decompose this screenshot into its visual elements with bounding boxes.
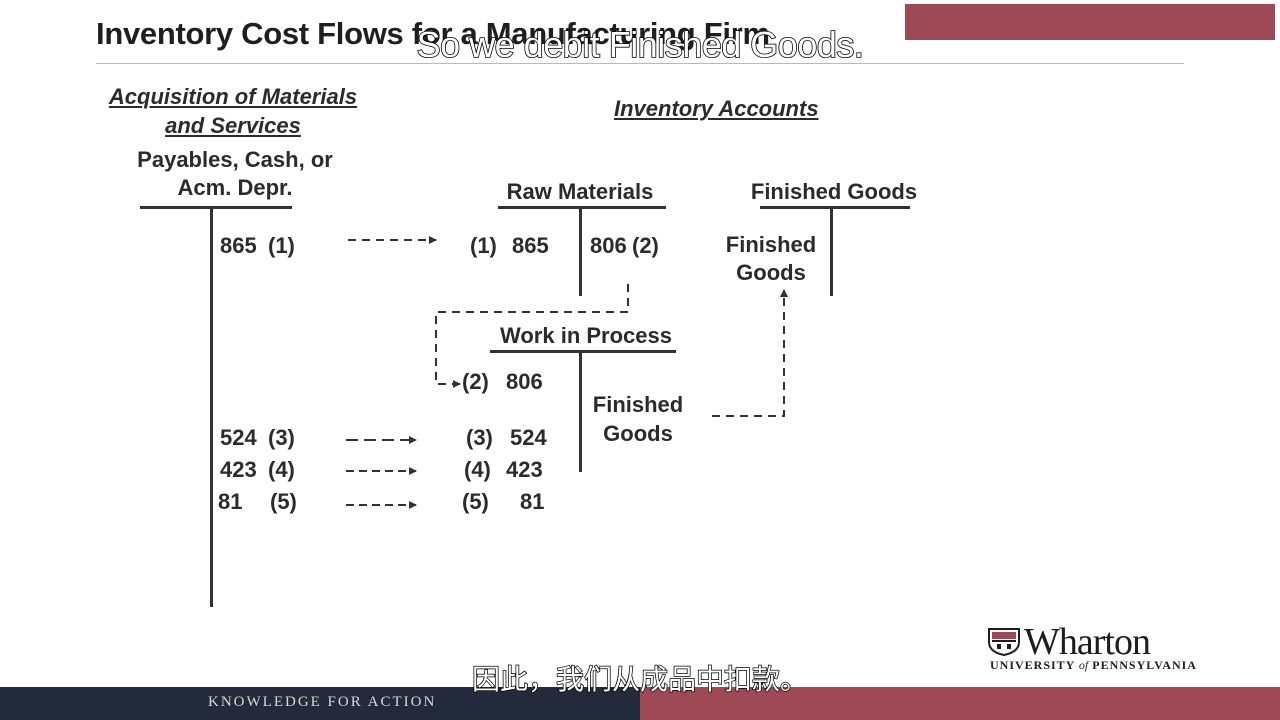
finished-goods-debit-line1: Finished — [725, 232, 817, 257]
wharton-logo-subtitle: UNIVERSITY of PENNSYLVANIA — [990, 658, 1197, 673]
wip-debit-amount: 806 — [506, 369, 543, 394]
logo-sub-pennsylvania: PENNSYLVANIA — [1092, 658, 1197, 672]
payables-entry-ref: (5) — [270, 489, 297, 514]
work-in-process-title: Work in Process — [500, 323, 672, 348]
wip-debit-amount: 81 — [520, 489, 545, 514]
footer-bar-dark — [0, 687, 640, 720]
wharton-logo-wordmark: Wharton — [1024, 621, 1151, 663]
finished-goods-t-top — [760, 206, 910, 209]
raw-materials-t-stem — [579, 206, 582, 296]
wip-debit-ref: (3) — [466, 425, 493, 450]
raw-materials-debit-amount: 865 — [512, 233, 549, 258]
finished-goods-title: Finished Goods — [750, 179, 918, 204]
caption-english: So we debit Finished Goods. — [416, 23, 865, 66]
work-in-process-t-stem — [579, 350, 582, 472]
finished-goods-t-stem — [830, 206, 833, 296]
raw-materials-t-top — [498, 206, 666, 209]
flow-arrow-raw-to-wip — [435, 284, 629, 388]
wip-debit-amount: 524 — [510, 425, 547, 450]
wip-debit-ref: (5) — [462, 489, 489, 514]
payables-entry-ref: (3) — [268, 425, 295, 450]
wip-debit-amount: 423 — [506, 457, 543, 482]
payables-entry-ref: (1) — [268, 233, 295, 258]
payables-entry-amount: 423 — [220, 457, 257, 482]
flow-arrow-wip-to-fg — [712, 289, 788, 417]
wip-debit-ref: (2) — [462, 369, 489, 394]
acquisition-heading-line1: Acquisition of Materials — [108, 84, 358, 109]
wip-debit-ref: (4) — [464, 457, 491, 482]
payables-t-account-top — [140, 206, 292, 209]
work-in-process-t-top — [490, 350, 676, 353]
logo-sub-of: of — [1078, 658, 1089, 672]
title-divider — [96, 63, 1184, 64]
wip-credit-line1: Finished — [592, 392, 684, 417]
logo-sub-university: UNIVERSITY — [990, 658, 1075, 672]
payables-t-account-stem — [210, 206, 213, 607]
corner-accent-box — [905, 4, 1275, 40]
payables-entry-amount: 865 — [220, 233, 257, 258]
caption-chinese: 因此，我们从成品中扣款。 — [471, 662, 809, 697]
raw-materials-title: Raw Materials — [506, 179, 654, 204]
payables-account-title-line1: Payables, Cash, or — [137, 147, 333, 172]
footer-tagline: KNOWLEDGE FOR ACTION — [208, 694, 437, 710]
raw-materials-credit-amount: 806 — [590, 233, 627, 258]
shield-crest-icon — [988, 628, 1020, 656]
wip-credit-line2: Goods — [603, 421, 673, 446]
payables-account-title-line2: Acm. Depr. — [177, 175, 293, 200]
raw-materials-credit-ref: (2) — [632, 233, 659, 258]
payables-entry-amount: 81 — [218, 489, 243, 514]
footer-bar-accent — [640, 687, 1280, 720]
payables-entry-ref: (4) — [268, 457, 295, 482]
inventory-accounts-heading: Inventory Accounts — [614, 96, 819, 121]
finished-goods-debit-line2: Goods — [736, 260, 806, 285]
payables-entry-amount: 524 — [220, 425, 257, 450]
acquisition-heading-line2: and Services — [165, 113, 301, 138]
raw-materials-debit-ref: (1) — [470, 233, 497, 258]
slide-title: Inventory Cost Flows for a Manufacturing… — [96, 16, 770, 51]
